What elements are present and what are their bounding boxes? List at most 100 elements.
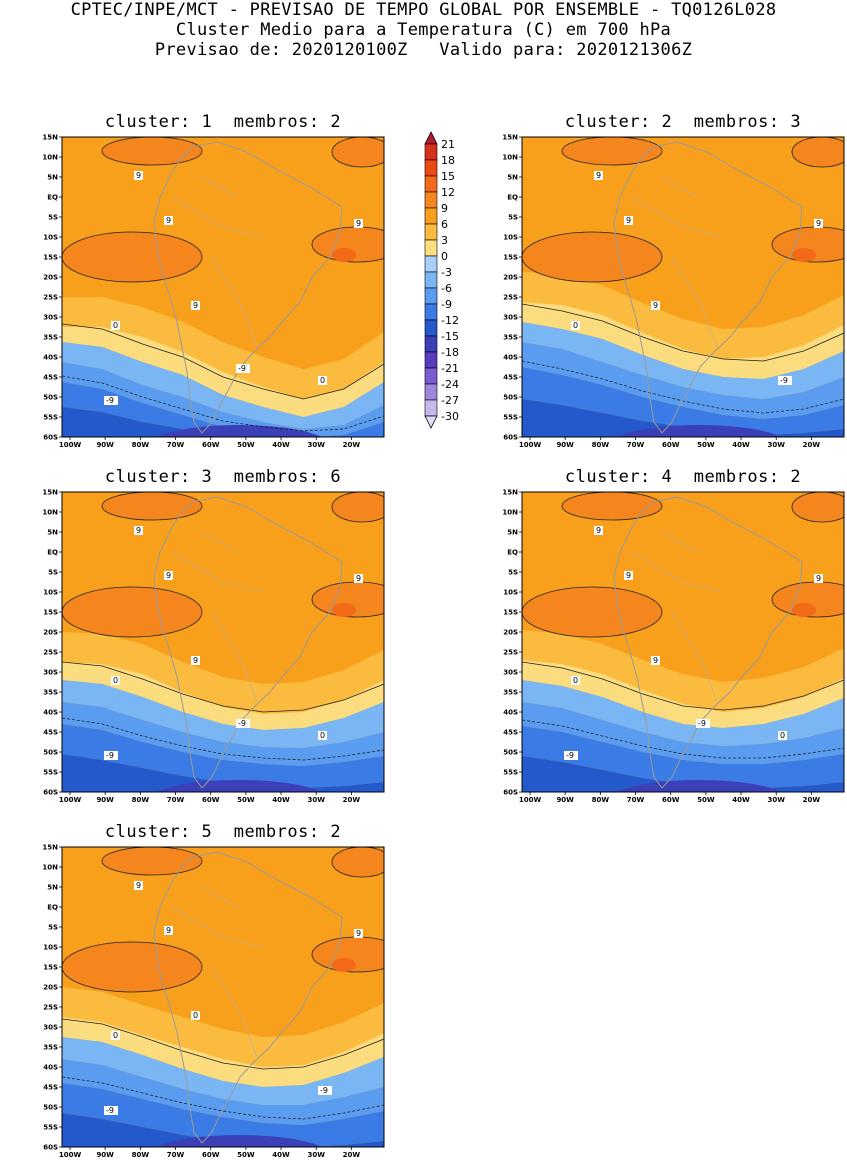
- lat-label: 5N: [507, 174, 518, 182]
- lat-label: 45S: [43, 1084, 58, 1092]
- temperature-band: [62, 1083, 384, 1147]
- contour-label: 9: [166, 571, 171, 580]
- colorbar-label: 21: [441, 138, 455, 151]
- lat-label: 5S: [48, 214, 58, 222]
- warm-region-9: [791, 492, 844, 523]
- contour-label: 9: [356, 929, 361, 938]
- contour-label: 0: [193, 1011, 198, 1020]
- lat-label: 60S: [43, 434, 58, 442]
- lat-label: 5S: [48, 569, 58, 577]
- lon-label: 40W: [732, 796, 750, 804]
- contour-label: 9: [626, 571, 631, 580]
- lat-label: 15S: [503, 609, 518, 617]
- lat-label: 50S: [503, 749, 518, 757]
- colorbar-swatch: [424, 239, 438, 257]
- contour-label: 9: [596, 526, 601, 535]
- colorbar-label: -3: [441, 266, 452, 279]
- warm-region-9: [561, 492, 663, 521]
- colorbar-bottom-arrow: [424, 415, 438, 429]
- warm-region-9: [62, 231, 203, 283]
- lat-label: 50S: [43, 1104, 58, 1112]
- panel-1-title: cluster: 1 membros: 2: [104, 112, 342, 132]
- lat-label: 35S: [43, 334, 58, 342]
- temperature-band: [522, 630, 844, 712]
- lat-label: 30S: [43, 669, 58, 677]
- contour-label: 9: [356, 219, 361, 228]
- lat-label: 5S: [508, 569, 518, 577]
- colorbar-swatch: [424, 351, 438, 369]
- temperature-band: [62, 382, 384, 437]
- lon-label: 30W: [307, 796, 325, 804]
- temperature-band: [62, 724, 384, 788]
- lon-label: 90W: [556, 796, 574, 804]
- contour-label: -9: [238, 364, 246, 373]
- contour-label: 9: [816, 219, 821, 228]
- colorbar-label: -6: [441, 282, 452, 295]
- temperature-band: [62, 407, 384, 437]
- colorbar-swatch: [424, 223, 438, 241]
- temperature-band: [522, 367, 844, 435]
- header-line-2: Cluster Medio para a Temperatura (C) em …: [175, 20, 672, 40]
- lon-label: 90W: [96, 796, 114, 804]
- lon-label: 40W: [272, 441, 290, 449]
- temperature-band: [62, 362, 384, 437]
- warm-region-9: [62, 941, 203, 993]
- country-borders: [631, 176, 723, 348]
- lon-label: 50W: [237, 441, 255, 449]
- lat-label: 55S: [43, 414, 58, 422]
- colorbar-label: -12: [441, 314, 459, 327]
- lat-label: 35S: [503, 689, 518, 697]
- contour-minus-9: [522, 360, 844, 414]
- lat-label: 35S: [503, 334, 518, 342]
- colorbar-swatch: [424, 255, 438, 273]
- contour-minus-9: [62, 375, 384, 432]
- contour-label: 9: [193, 301, 198, 310]
- lon-label: 20W: [343, 1151, 361, 1159]
- warm-region-9: [311, 936, 384, 973]
- lat-label: 15S: [43, 254, 58, 262]
- lat-label: 15S: [43, 609, 58, 617]
- contour-label: 9: [136, 526, 141, 535]
- contour-minus-9: [522, 719, 844, 759]
- temperature-band: [62, 327, 384, 417]
- lat-label: 35S: [43, 689, 58, 697]
- lat-label: 40S: [43, 709, 58, 717]
- warm-region-9: [62, 586, 203, 638]
- warm-region-9: [311, 226, 384, 263]
- country-borders: [171, 886, 263, 1058]
- lat-label: 15N: [42, 844, 58, 852]
- contour-label: -9: [106, 751, 114, 760]
- colorbar-label: -18: [441, 346, 459, 359]
- continent-outline: [153, 851, 343, 1144]
- colorbar-label: 6: [441, 218, 448, 231]
- lon-label: 70W: [167, 1151, 185, 1159]
- colorbar-label: 0: [441, 250, 448, 263]
- lat-label: 55S: [503, 769, 518, 777]
- lon-label: 20W: [343, 441, 361, 449]
- warm-core-12: [792, 248, 816, 262]
- panel-4-title: cluster: 4 membros: 2: [564, 467, 802, 487]
- contour-label: 9: [193, 656, 198, 665]
- contour-label: 9: [136, 171, 141, 180]
- colorbar-swatch: [424, 191, 438, 209]
- lat-label: 20S: [43, 984, 58, 992]
- lat-label: 30S: [503, 314, 518, 322]
- lon-label: 70W: [167, 796, 185, 804]
- lon-label: 90W: [96, 1151, 114, 1159]
- lat-label: EQ: [47, 194, 58, 202]
- lon-label: 60W: [662, 796, 680, 804]
- temperature-band: [62, 1113, 384, 1147]
- lat-label: 5N: [507, 529, 518, 537]
- contour-0: [62, 323, 384, 400]
- lon-label: 80W: [132, 441, 150, 449]
- lon-label: 100W: [59, 1151, 82, 1159]
- warm-region-9: [522, 586, 663, 638]
- map-frame: [61, 136, 385, 438]
- lat-label: 10S: [43, 944, 58, 952]
- temperature-band: [522, 756, 844, 792]
- lon-label: 60W: [662, 441, 680, 449]
- lon-label: 20W: [803, 441, 821, 449]
- contour-label: 0: [113, 1031, 118, 1040]
- lat-label: 50S: [43, 394, 58, 402]
- contour-label: 0: [780, 731, 785, 740]
